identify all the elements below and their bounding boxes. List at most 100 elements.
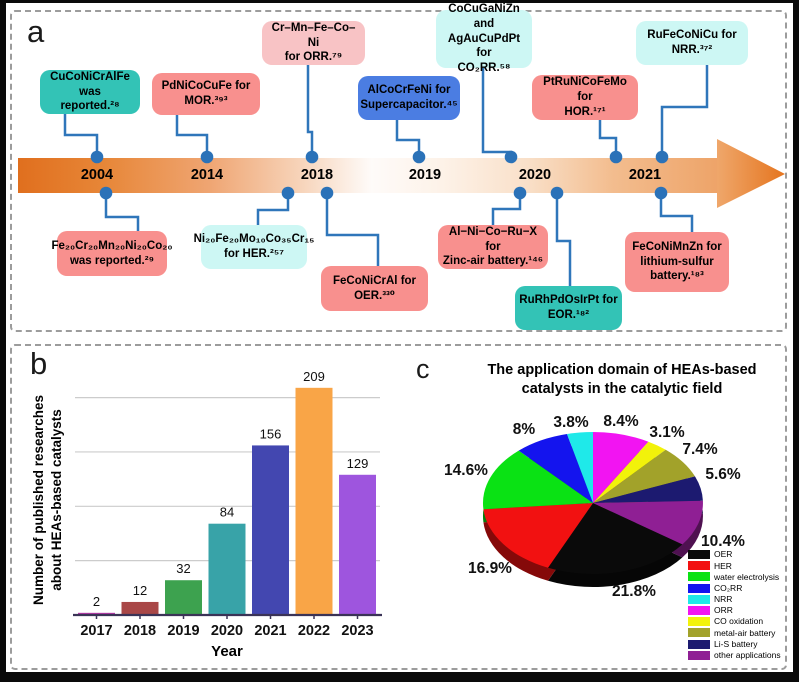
legend-swatch-ORR: [688, 606, 710, 616]
bar-2022: [295, 387, 333, 615]
legend-swatch-Li-S battery: [688, 639, 710, 649]
legend-label: ORR: [714, 605, 733, 616]
legend-label: CO oxidation: [714, 616, 764, 627]
timeline-dot-3: [412, 150, 426, 164]
timeline-dot-12: [654, 186, 668, 200]
pie-slice-Li-S battery: [593, 476, 703, 503]
event-box-ni20fe20: Ni₂₀Fe₂₀Mo₁₀Co₃₅Cr₁₅ for HER.²⁵⁷: [194, 225, 314, 269]
timeline-year-2020: 2020: [518, 167, 552, 183]
event-box-ptrunicofemo: PtRuNiCoFeMo for HOR.¹⁷¹: [532, 75, 638, 120]
connector-line-5: [598, 120, 618, 157]
legend-label: OER: [714, 549, 733, 560]
pie-slice-water electrolysis: [482, 450, 593, 510]
connector-line-10: [491, 193, 522, 226]
legend-item-HER: HER: [688, 560, 790, 571]
bar-2018: [121, 601, 159, 615]
x-tick-label-2021: 2021: [254, 623, 286, 639]
legend-item-NRR: NRR: [688, 594, 790, 605]
event-box-rufeconicu: RuFeCoNiCu for NRR.³⁷²: [636, 21, 748, 65]
legend-label: CO₂RR: [714, 582, 743, 593]
bar-value-2018: 12: [133, 583, 147, 598]
connector-line-9: [325, 193, 380, 267]
legend-swatch-HER: [688, 561, 710, 571]
bar-value-2023: 129: [347, 456, 369, 471]
timeline-bar: [18, 158, 725, 193]
connector-line-6: [660, 65, 709, 157]
legend-label: Li-S battery: [714, 638, 758, 649]
connector-line-0: [63, 113, 99, 157]
timeline-year-2014: 2014: [190, 167, 224, 183]
legend-label: HER: [714, 560, 732, 571]
panel-a-label: a: [27, 14, 45, 49]
pie-label-ORR: 8.4%: [603, 413, 639, 430]
timeline-dot-7: [99, 186, 113, 200]
pie-slice-CO₂RR: [518, 434, 593, 503]
pie-chart-legend: OER HER water electrolysis CO₂RR NRR ORR CO ox…: [688, 549, 790, 661]
legend-swatch-CO oxidation: [688, 617, 710, 627]
timeline-dots: [90, 150, 669, 200]
event-box-feconimnzn: FeCoNiMnZn for lithium-sulfur battery.¹⁸…: [625, 232, 729, 292]
timeline-arrowhead-icon: [717, 139, 785, 208]
connector-line-4: [481, 68, 513, 157]
timeline-dot-10: [513, 186, 527, 200]
event-box-crmnfeconi: Cr–Mn–Fe–Co–Ni for ORR.⁷⁹: [262, 21, 365, 65]
timeline-dot-1: [200, 150, 214, 164]
legend-item-other applications: other applications: [688, 650, 790, 661]
pie-label-CO oxidation: 3.1%: [649, 424, 685, 441]
bar-2020: [208, 523, 246, 615]
bar-chart-x-axis-label: Year: [211, 643, 243, 660]
connector-line-2: [306, 65, 314, 157]
bar-chart: 2 12 32 84 156 209 129 2017 2018 2019 2020 2021 2022…: [73, 369, 382, 639]
x-tick-label-2018: 2018: [124, 623, 156, 639]
timeline-dot-0: [90, 150, 104, 164]
pie-label-OER: 21.8%: [612, 583, 656, 600]
legend-item-Li-S battery: Li-S battery: [688, 639, 790, 650]
legend-label: NRR: [714, 594, 733, 605]
pie-chart: 8.4% 3.1%7.4% 5.6% 10.4% 21.8% 16.9% 14.6% 8% 3.…: [444, 413, 745, 600]
connector-line-8: [256, 193, 290, 226]
x-tick-label-2019: 2019: [167, 623, 199, 639]
timeline-connectors: [63, 65, 709, 287]
pie-slice-NRR: [567, 431, 593, 503]
pie-label-water electrolysis: 14.6%: [444, 462, 488, 479]
bar-value-2017: 2: [93, 594, 100, 609]
legend-swatch-OER: [688, 550, 710, 560]
pie-slice-HER: [483, 503, 593, 568]
timeline-year-2019: 2019: [408, 167, 442, 183]
pie-slice-metal-air battery: [593, 449, 695, 503]
bar-2023: [339, 474, 376, 615]
panel-c-label: c: [416, 354, 430, 384]
timeline-year-2021: 2021: [628, 167, 662, 183]
pie-label-Li-S battery: 5.6%: [705, 466, 741, 483]
bar-value-2020: 84: [220, 505, 234, 520]
timeline-dot-5: [609, 150, 623, 164]
bar-2021: [252, 445, 289, 615]
legend-swatch-water electrolysis: [688, 572, 710, 582]
event-box-alnicorux: Al−Ni−Co−Ru−X for Zinc-air battery.¹⁴⁶: [438, 225, 548, 269]
event-box-alcocrfeni: AlCoCrFeNi for Supercapacitor.⁴⁵: [358, 76, 460, 120]
timeline-dot-9: [320, 186, 334, 200]
bar-2019: [165, 580, 202, 615]
event-box-feconicral: FeCoNiCrAl for OER.³³⁰: [321, 266, 428, 311]
pie-slice-other applications: [593, 500, 703, 545]
connector-line-3: [395, 120, 421, 157]
legend-item-CO oxidation: CO oxidation: [688, 616, 790, 627]
pie-label-NRR: 3.8%: [553, 414, 589, 431]
pie-slice-CO oxidation: [593, 441, 666, 503]
event-box-rurhpdosirpt: RuRhPdOsIrPt for EOR.¹⁸²: [515, 286, 622, 330]
legend-label: other applications: [714, 650, 781, 661]
connector-line-1: [175, 115, 209, 157]
pie-slice-OER: [548, 503, 683, 575]
legend-label: water electrolysis: [714, 571, 780, 582]
timeline-year-2018: 2018: [300, 167, 334, 183]
timeline-year-2004: 2004: [80, 167, 114, 183]
x-tick-label-2017: 2017: [80, 623, 112, 639]
legend-swatch-NRR: [688, 594, 710, 604]
pie-chart-title: The application domain of HEAs-based cat…: [487, 362, 757, 398]
bar-value-2022: 209: [303, 369, 325, 384]
timeline-dot-2: [305, 150, 319, 164]
pie-label-HER: 16.9%: [468, 560, 512, 577]
legend-item-CO₂RR: CO₂RR: [688, 583, 790, 594]
bar-value-2019: 32: [176, 561, 190, 576]
